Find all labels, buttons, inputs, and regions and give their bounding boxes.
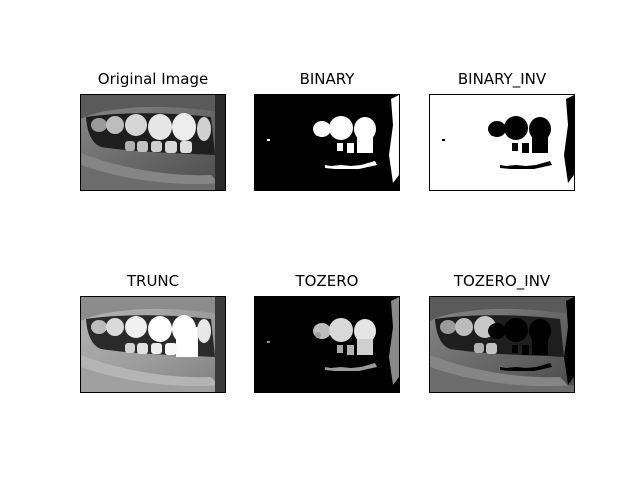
panel-binary: BINARY [254, 70, 400, 196]
panel-binary-inv: BINARY_INV [429, 70, 575, 196]
panel-trunc: TRUNC [80, 272, 226, 398]
panel-title-original: Original Image [97, 70, 209, 88]
binary-inv-image [429, 94, 575, 191]
panel-tozero: TOZERO [254, 272, 400, 398]
panel-title-binary: BINARY [299, 70, 355, 88]
tozero-image [254, 296, 400, 393]
binary-image [254, 94, 400, 191]
tozero-inv-image [429, 296, 575, 393]
panel-title-tozero-inv: TOZERO_INV [453, 272, 551, 290]
panel-title-binary-inv: BINARY_INV [457, 70, 547, 88]
panel-tozero-inv: TOZERO_INV [429, 272, 575, 398]
panel-original: Original Image [80, 70, 226, 196]
panel-title-tozero: TOZERO [295, 272, 359, 290]
original-image [80, 94, 226, 191]
trunc-image [80, 296, 226, 393]
panel-title-trunc: TRUNC [126, 272, 180, 290]
